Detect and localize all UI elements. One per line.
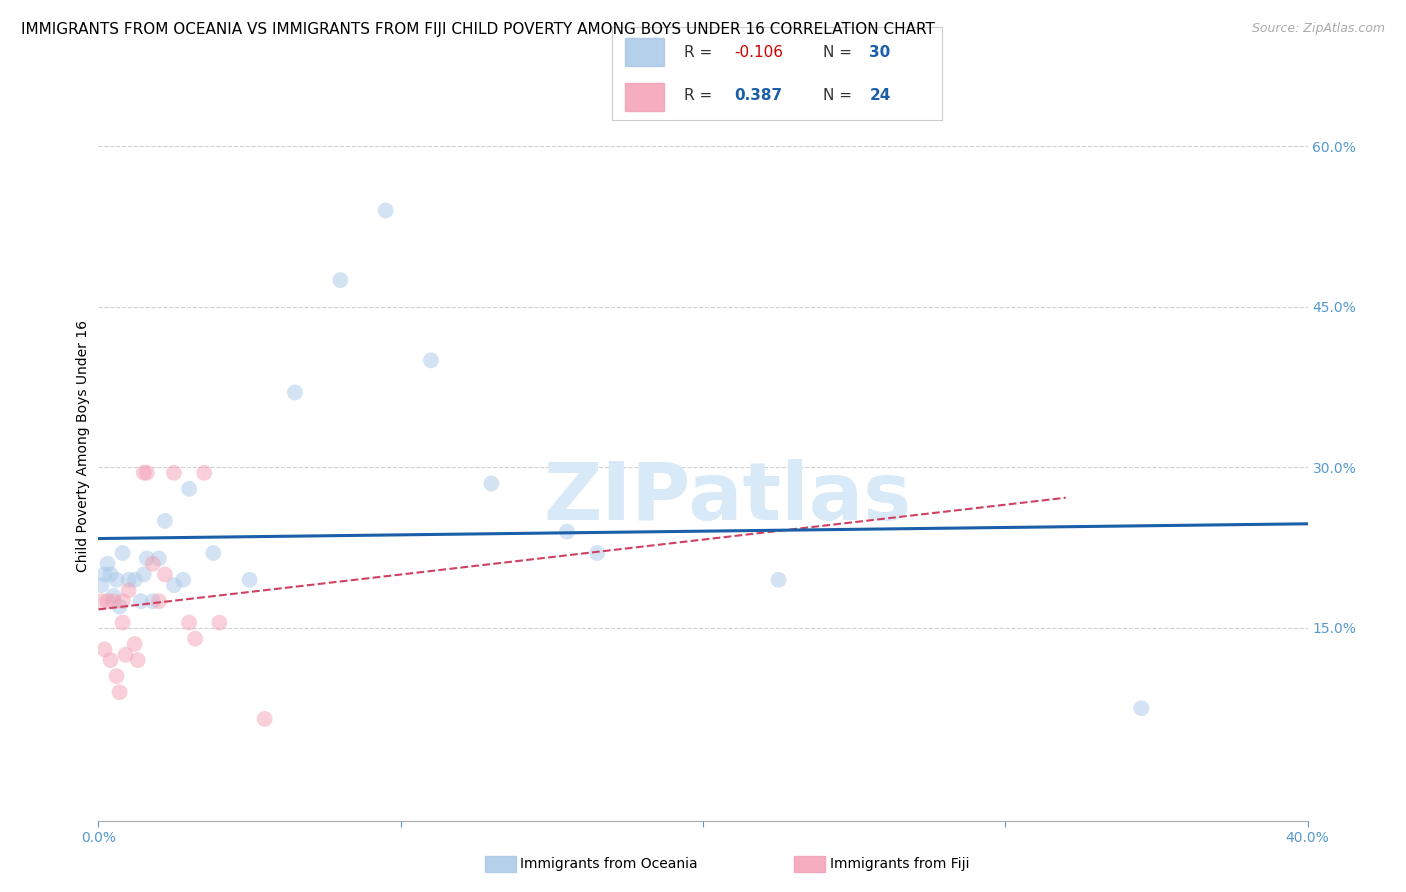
- Point: [202, 546, 225, 560]
- Text: -0.106: -0.106: [734, 45, 783, 60]
- Point: [555, 524, 578, 539]
- Text: R =: R =: [685, 45, 713, 60]
- Point: [129, 594, 152, 608]
- FancyBboxPatch shape: [624, 83, 665, 111]
- Point: [96, 557, 118, 571]
- Point: [103, 589, 125, 603]
- Text: 30: 30: [869, 45, 890, 60]
- Point: [124, 573, 146, 587]
- Point: [111, 594, 134, 608]
- Point: [148, 551, 170, 566]
- Point: [179, 482, 201, 496]
- Point: [93, 642, 115, 657]
- Point: [239, 573, 262, 587]
- Point: [118, 573, 141, 587]
- Point: [481, 476, 503, 491]
- Point: [142, 557, 165, 571]
- Point: [108, 685, 131, 699]
- Point: [93, 567, 115, 582]
- Point: [586, 546, 609, 560]
- Point: [105, 669, 128, 683]
- Point: [179, 615, 201, 630]
- Point: [132, 466, 155, 480]
- Point: [184, 632, 207, 646]
- Point: [329, 273, 352, 287]
- Text: ZIPatlas: ZIPatlas: [543, 459, 911, 538]
- Point: [148, 594, 170, 608]
- Point: [420, 353, 443, 368]
- Text: Immigrants from Fiji: Immigrants from Fiji: [830, 857, 969, 871]
- Point: [100, 653, 122, 667]
- Point: [127, 653, 149, 667]
- Y-axis label: Child Poverty Among Boys Under 16: Child Poverty Among Boys Under 16: [76, 320, 90, 572]
- Text: R =: R =: [685, 87, 713, 103]
- Point: [142, 594, 165, 608]
- Point: [153, 514, 176, 528]
- Text: IMMIGRANTS FROM OCEANIA VS IMMIGRANTS FROM FIJI CHILD POVERTY AMONG BOYS UNDER 1: IMMIGRANTS FROM OCEANIA VS IMMIGRANTS FR…: [21, 22, 935, 37]
- Text: N =: N =: [823, 87, 852, 103]
- Point: [172, 573, 194, 587]
- Point: [100, 567, 122, 582]
- Point: [374, 203, 396, 218]
- Text: 24: 24: [869, 87, 891, 103]
- Point: [111, 546, 134, 560]
- Point: [96, 594, 118, 608]
- Point: [153, 567, 176, 582]
- Point: [114, 648, 136, 662]
- Point: [132, 567, 155, 582]
- Point: [135, 551, 157, 566]
- Point: [135, 466, 157, 480]
- Text: 0.387: 0.387: [734, 87, 782, 103]
- Point: [90, 578, 112, 592]
- Point: [103, 594, 125, 608]
- Point: [284, 385, 307, 400]
- FancyBboxPatch shape: [624, 38, 665, 66]
- Point: [1130, 701, 1153, 715]
- Point: [118, 583, 141, 598]
- Point: [253, 712, 276, 726]
- Point: [163, 466, 186, 480]
- Point: [111, 615, 134, 630]
- Point: [768, 573, 790, 587]
- Point: [108, 599, 131, 614]
- Point: [163, 578, 186, 592]
- Point: [124, 637, 146, 651]
- Text: Immigrants from Oceania: Immigrants from Oceania: [520, 857, 697, 871]
- Point: [105, 573, 128, 587]
- Text: N =: N =: [823, 45, 852, 60]
- Point: [193, 466, 215, 480]
- Point: [90, 594, 112, 608]
- Text: Source: ZipAtlas.com: Source: ZipAtlas.com: [1251, 22, 1385, 36]
- Point: [208, 615, 231, 630]
